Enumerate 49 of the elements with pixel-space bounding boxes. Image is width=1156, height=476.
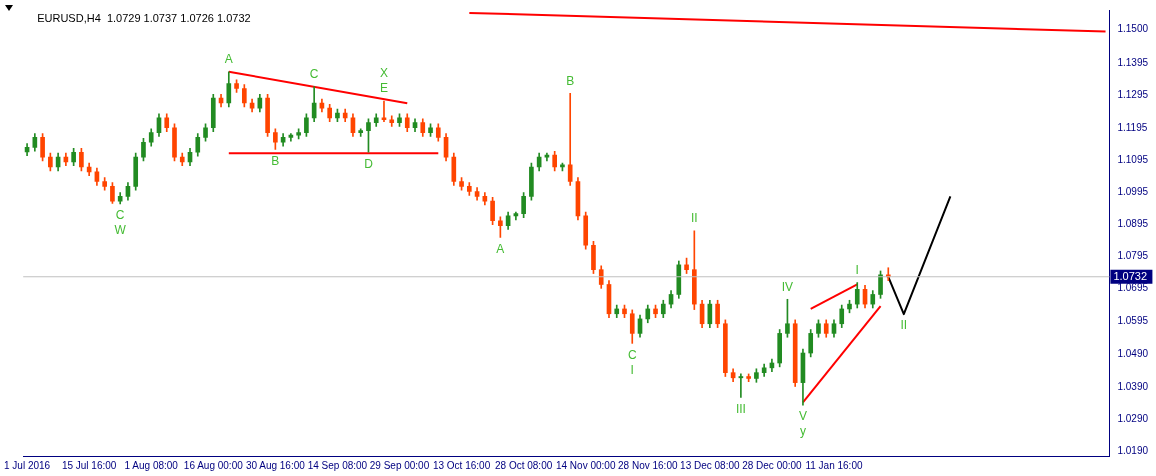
y-tick-label: 1.1195 <box>1117 121 1148 133</box>
annotation: B <box>271 153 280 168</box>
y-tick-label: 1.1095 <box>1117 153 1149 165</box>
x-tick-label: 29 Sep 00:00 <box>369 459 430 471</box>
annotation: C <box>627 347 637 362</box>
y-tick-label: 1.1295 <box>1117 89 1149 101</box>
x-tick-label: 16 Aug 00:00 <box>183 459 244 471</box>
annotation: I <box>630 362 634 377</box>
x-tick-label: 28 Nov 16:00 <box>618 459 678 471</box>
y-tick-label: 1.0595 <box>1117 314 1149 326</box>
y-tick-label: 1.0490 <box>1117 348 1149 360</box>
x-tick-label: 1 Aug 08:00 <box>124 459 179 471</box>
annotation: C <box>309 66 319 81</box>
x-tick-label: 14 Nov 00:00 <box>555 459 616 471</box>
x-tick-label: 14 Sep 08:00 <box>307 459 368 471</box>
y-tick-label: 1.1500 <box>1117 23 1149 35</box>
annotation: y <box>799 424 806 439</box>
annotation: D <box>364 156 374 171</box>
annotation: C <box>115 208 125 223</box>
x-tick-label: 1 Jul 2016 <box>4 459 51 471</box>
y-tick-label: 1.1395 <box>1117 57 1149 69</box>
annotation: W <box>114 223 127 238</box>
annotation: I <box>855 262 859 277</box>
chart-title: EURUSD,H4 1.0729 1.0737 1.0726 1.0732 <box>37 12 251 25</box>
annotation: E <box>379 81 388 96</box>
x-tick-label: 30 Aug 16:00 <box>245 459 306 471</box>
annotation: B <box>566 73 575 88</box>
annotation: V <box>798 409 807 424</box>
x-tick-label: 13 Dec 08:00 <box>680 459 741 471</box>
y-tick-label: 1.0390 <box>1117 380 1149 392</box>
ref-line-label: 1.0732 <box>1113 269 1148 282</box>
y-tick-label: 1.0995 <box>1117 185 1149 197</box>
y-tick-label: 1.0290 <box>1117 412 1149 424</box>
x-tick-label: 15 Jul 16:00 <box>61 459 117 471</box>
x-tick-label: 28 Dec 00:00 <box>742 459 803 471</box>
x-tick-label: 11 Jan 16:00 <box>805 459 863 471</box>
annotation: A <box>224 52 233 67</box>
y-tick-label: 1.0695 <box>1117 282 1149 294</box>
y-tick-label: 1.0190 <box>1117 444 1149 456</box>
annotation: X <box>379 66 388 81</box>
annotation: II <box>690 211 698 226</box>
annotation: IV <box>781 279 794 294</box>
annotation: A <box>496 241 505 256</box>
annotation: II <box>900 318 908 333</box>
y-tick-label: 1.0895 <box>1117 218 1149 230</box>
y-tick-label: 1.0795 <box>1117 250 1149 262</box>
x-tick-label: 28 Oct 08:00 <box>495 459 553 471</box>
x-tick-label: 13 Oct 16:00 <box>432 459 491 471</box>
annotation: III <box>735 401 746 416</box>
